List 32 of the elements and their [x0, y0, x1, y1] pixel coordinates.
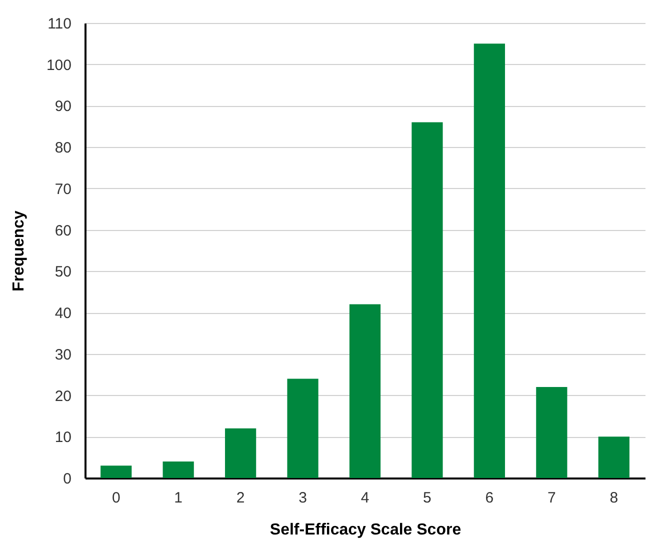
- y-tick-label: 40: [54, 305, 72, 322]
- y-tick-label: 10: [54, 429, 72, 446]
- bar: [287, 378, 318, 478]
- bar: [474, 44, 505, 478]
- y-tick-label: 100: [46, 56, 72, 74]
- bar: [349, 304, 381, 478]
- x-tick-label: 0: [112, 490, 120, 506]
- x-tick-label: 7: [547, 490, 556, 506]
- x-tick-label: 1: [174, 490, 183, 506]
- bar: [412, 122, 443, 478]
- x-tick-label: 3: [298, 490, 307, 506]
- bar: [536, 387, 568, 478]
- bar: [162, 461, 194, 478]
- bar: [100, 466, 132, 478]
- bar: [225, 428, 256, 478]
- y-tick-label: 50: [54, 264, 72, 281]
- y-tick-label: 110: [48, 16, 72, 32]
- x-axis-title: Self-Efficacy Scale Score: [270, 522, 462, 538]
- x-tick-label: 4: [360, 490, 370, 506]
- bar: [598, 436, 630, 478]
- y-tick-label: 60: [54, 222, 72, 240]
- y-tick-label: 0: [63, 470, 72, 488]
- y-tick-label: 70: [54, 180, 72, 198]
- x-tick-label: 5: [423, 490, 432, 506]
- x-tick-label: 6: [485, 490, 494, 506]
- y-tick-label: 80: [54, 140, 72, 157]
- x-tick-label: 8: [610, 490, 618, 506]
- y-tick-label: 30: [54, 346, 72, 364]
- y-tick-label: 20: [54, 388, 72, 405]
- y-tick-label: 90: [54, 98, 72, 116]
- x-tick-label: 2: [236, 490, 245, 506]
- y-axis-title: Frequency: [10, 210, 28, 292]
